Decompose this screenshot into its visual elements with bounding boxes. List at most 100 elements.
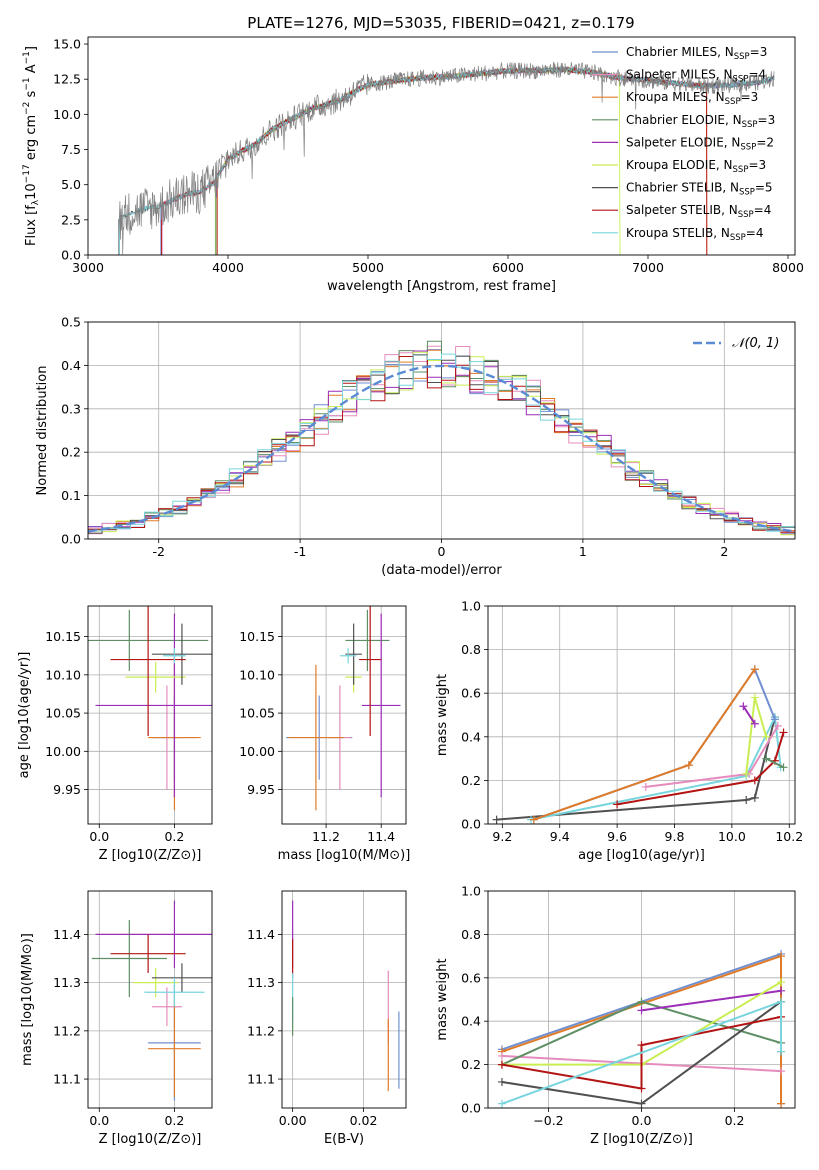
weight-point-marker: [637, 1099, 646, 1108]
x-axis-label: Z [log10(Z/Z⊙)]: [590, 1132, 693, 1147]
y-tick-label: 9.95: [247, 782, 275, 797]
chart-mass-vs-Z: 0.0 0.2 11.1 11.2 11.3 11.4 Z [log10(Z/Z⊙)] mas…: [20, 890, 213, 1147]
x-tick-label: 5000: [352, 260, 384, 275]
x-axis-label: (data-model)/error: [381, 563, 502, 578]
x-tick-label: 1: [579, 544, 587, 559]
weight-point-marker: [684, 761, 693, 770]
weight-point-marker: [739, 702, 748, 711]
weight-point-marker: [492, 815, 501, 824]
x-tick-label: 4000: [212, 260, 244, 275]
y-tick-label: 10.00: [45, 744, 81, 759]
y-tick-label: 0.0: [461, 817, 481, 832]
weight-point-marker: [777, 952, 786, 961]
weight-point-marker: [770, 715, 779, 724]
x-tick-label: 9.2: [492, 829, 512, 844]
weight-point-marker: [497, 1099, 506, 1108]
x-tick-label: 10.2: [775, 829, 803, 844]
chart-residuals: -2 -1 0 1 2 0.0 0.1 0.2 0.3 0.4 0.5 𝒩(0, 1) (data-mo…: [35, 315, 796, 578]
y-tick-label: 0.0: [61, 532, 81, 547]
x-tick-label: 9.4: [550, 829, 570, 844]
x-tick-label: 7000: [632, 260, 664, 275]
plot-area: [497, 949, 786, 1108]
weight-point-marker: [762, 754, 771, 763]
weight-point-marker: [497, 1077, 506, 1086]
axes-frame: [487, 890, 796, 1109]
x-tick-label: 3000: [72, 260, 104, 275]
weight-point-marker: [641, 782, 650, 791]
y-tick-label: 0.4: [461, 729, 481, 744]
model-spectrum-line: [119, 66, 775, 255]
y-tick-label: 9.95: [53, 782, 81, 797]
axes-frame: [487, 605, 796, 825]
x-tick-label: 0.2: [164, 1113, 184, 1128]
legend-entry: Chabrier ELODIE, NSSP=3: [626, 113, 775, 130]
x-tick-label: −0.2: [533, 1113, 563, 1128]
y-tick-label: 10.00: [239, 744, 275, 759]
y-tick-label: 10.15: [45, 629, 81, 644]
x-tick-label: 0.2: [164, 829, 184, 844]
x-axis-label: Z [log10(Z/Z⊙)]: [99, 1132, 202, 1147]
y-tick-label: 5.0: [61, 177, 81, 192]
y-axis-label: mass weight: [435, 674, 450, 756]
y-tick-label: 0.4: [461, 1014, 481, 1029]
legend-entry: Salpeter ELODIE, NSSP=2: [626, 135, 774, 152]
legend-entry: Chabrier MILES, NSSP=3: [626, 45, 767, 62]
x-tick-label: 11.2: [312, 829, 340, 844]
weight-line: [641, 989, 782, 1012]
weight-point-marker: [762, 732, 771, 741]
y-tick-label: 11.1: [247, 1072, 275, 1087]
weight-point-marker: [637, 1006, 646, 1015]
y-axis-label: age [log10(age/yr)]: [17, 652, 32, 779]
weight-point-marker: [777, 997, 786, 1006]
x-axis-label: Z [log10(Z/Z⊙)]: [99, 848, 202, 863]
x-tick-label: 0.02: [350, 1113, 378, 1128]
y-tick-label: 10.05: [239, 706, 275, 721]
plot-area: [91, 900, 212, 1101]
y-tick-label: 0.3: [61, 401, 81, 416]
plot-area: [292, 900, 400, 1092]
y-tick-label: 10.10: [239, 667, 275, 682]
weight-point-marker: [750, 776, 759, 785]
plot-area: [88, 606, 212, 811]
x-tick-label: 0.0: [89, 829, 109, 844]
y-tick-label: 0.8: [461, 642, 481, 657]
y-tick-label: 0.6: [461, 970, 481, 985]
y-tick-label: 11.4: [247, 927, 275, 942]
plot-area: [118, 61, 775, 255]
x-tick-label: 8000: [772, 260, 804, 275]
x-tick-label: 0.0: [89, 1113, 109, 1128]
y-tick-label: 2.5: [61, 212, 81, 227]
y-tick-label: 10.15: [239, 629, 275, 644]
x-tick-label: 9.6: [607, 829, 627, 844]
weight-line: [742, 705, 756, 725]
y-tick-label: 1.0: [461, 599, 481, 614]
axes-frame: [281, 605, 407, 825]
x-axis-label: age [log10(age/yr)]: [578, 848, 705, 863]
axes-frame: [87, 890, 213, 1109]
y-tick-label: 12.5: [53, 72, 81, 87]
weight-point-marker: [777, 1067, 786, 1076]
weight-point-marker: [497, 1051, 506, 1060]
observed-spectrum-line: [118, 61, 775, 255]
weight-point-marker: [750, 693, 759, 702]
y-tick-label: 10.05: [45, 706, 81, 721]
legend-entry: Salpeter STELIB, NSSP=4: [626, 203, 771, 220]
weight-point-marker: [742, 796, 751, 805]
y-tick-label: 0.0: [61, 248, 81, 263]
chart-age-vs-Z: 0.0 0.2 9.95 10.00 10.05 10.10 10.15 Z [log10(Z…: [17, 605, 213, 863]
x-axis-label: E(B-V): [324, 1132, 364, 1147]
chart-mass-vs-ebv: 0.00 0.02 11.1 11.2 11.3 11.4 E(B-V): [247, 890, 407, 1147]
y-tick-label: 11.3: [247, 975, 275, 990]
x-tick-label: 6000: [492, 260, 524, 275]
weight-point-marker: [777, 986, 786, 995]
x-tick-label: 0.00: [279, 1113, 307, 1128]
y-tick-label: 0.5: [61, 315, 81, 330]
chart-massweight-vs-Z: −0.2 0.0 0.2 0.0 0.2 0.4 0.6 0.8 1.0 Z [log10(Z/Z…: [435, 884, 796, 1147]
x-tick-label: 0: [438, 544, 446, 559]
weight-point-marker: [637, 1041, 646, 1050]
x-tick-label: 9.8: [665, 829, 685, 844]
y-tick-label: 0.2: [461, 773, 481, 788]
y-axis-label: mass weight: [435, 958, 450, 1040]
x-axis-label: wavelength [Angstrom, rest frame]: [327, 279, 556, 294]
